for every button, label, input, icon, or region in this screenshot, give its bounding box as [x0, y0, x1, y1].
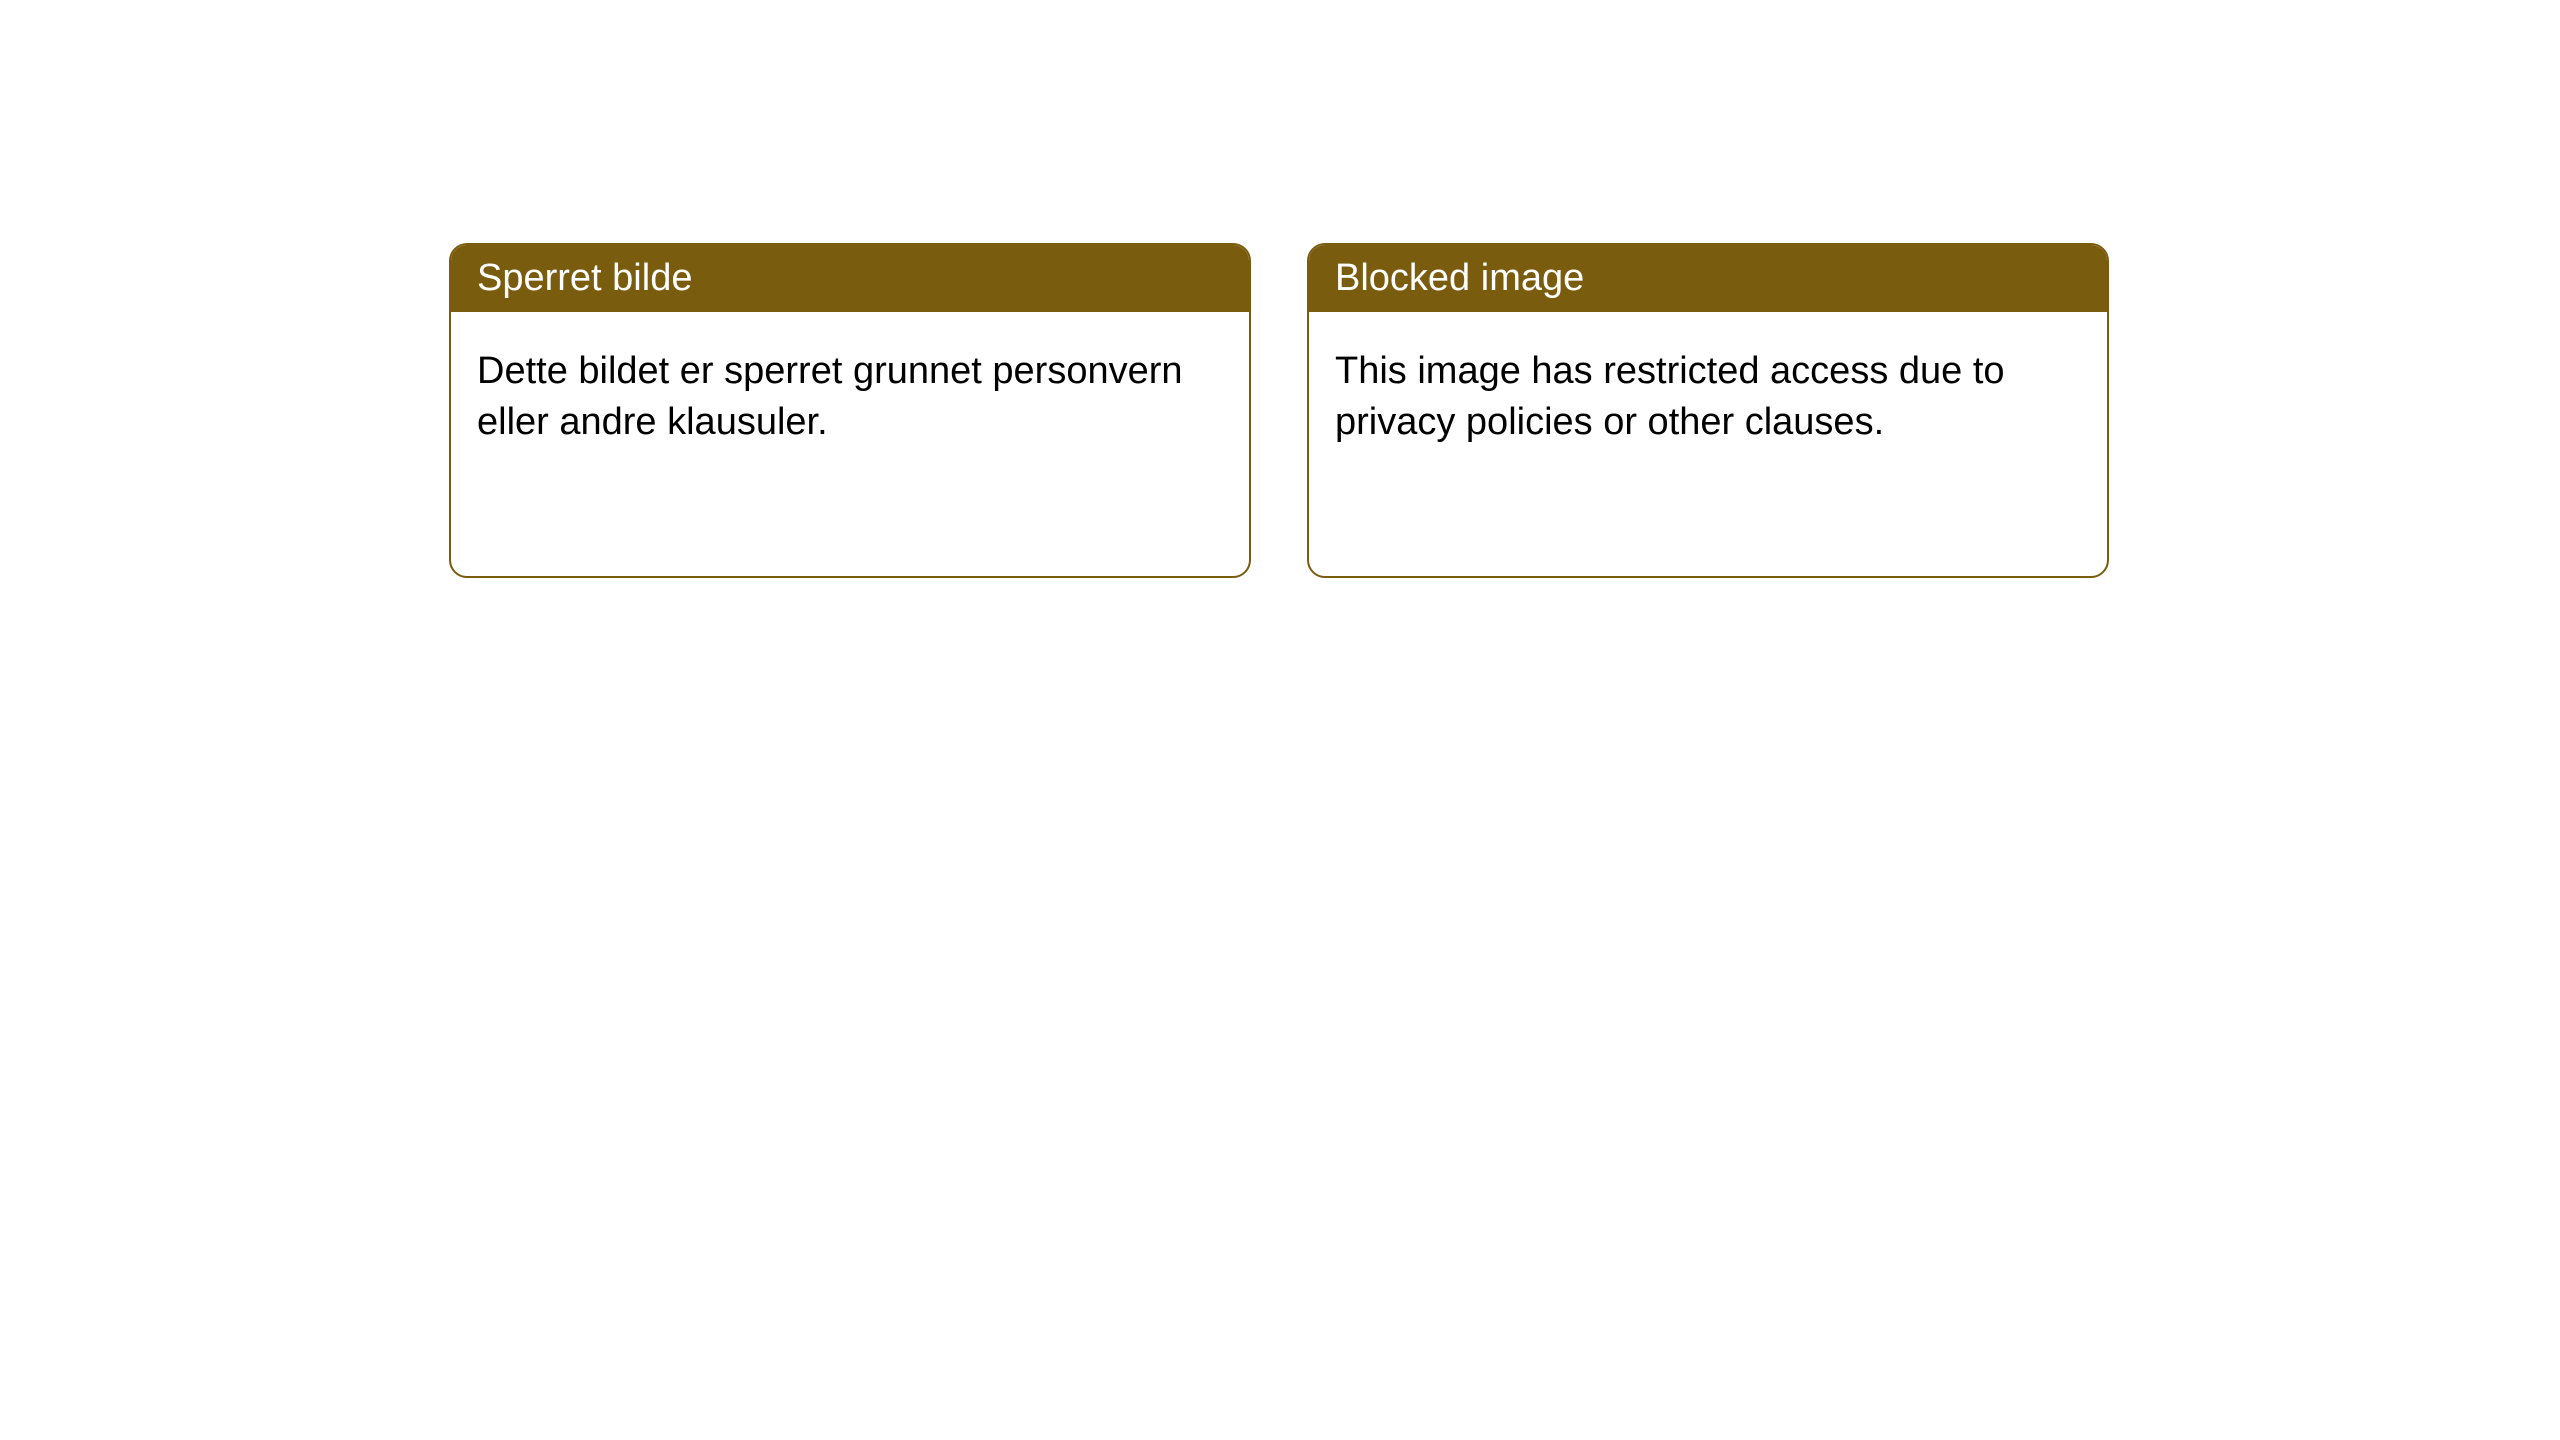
notice-card-norwegian: Sperret bilde Dette bildet er sperret gr…: [449, 243, 1251, 578]
notice-cards-container: Sperret bilde Dette bildet er sperret gr…: [449, 243, 2109, 578]
notice-card-english: Blocked image This image has restricted …: [1307, 243, 2109, 578]
notice-card-body: This image has restricted access due to …: [1309, 312, 2107, 483]
notice-card-header: Blocked image: [1309, 245, 2107, 312]
notice-card-header: Sperret bilde: [451, 245, 1249, 312]
notice-card-body: Dette bildet er sperret grunnet personve…: [451, 312, 1249, 483]
